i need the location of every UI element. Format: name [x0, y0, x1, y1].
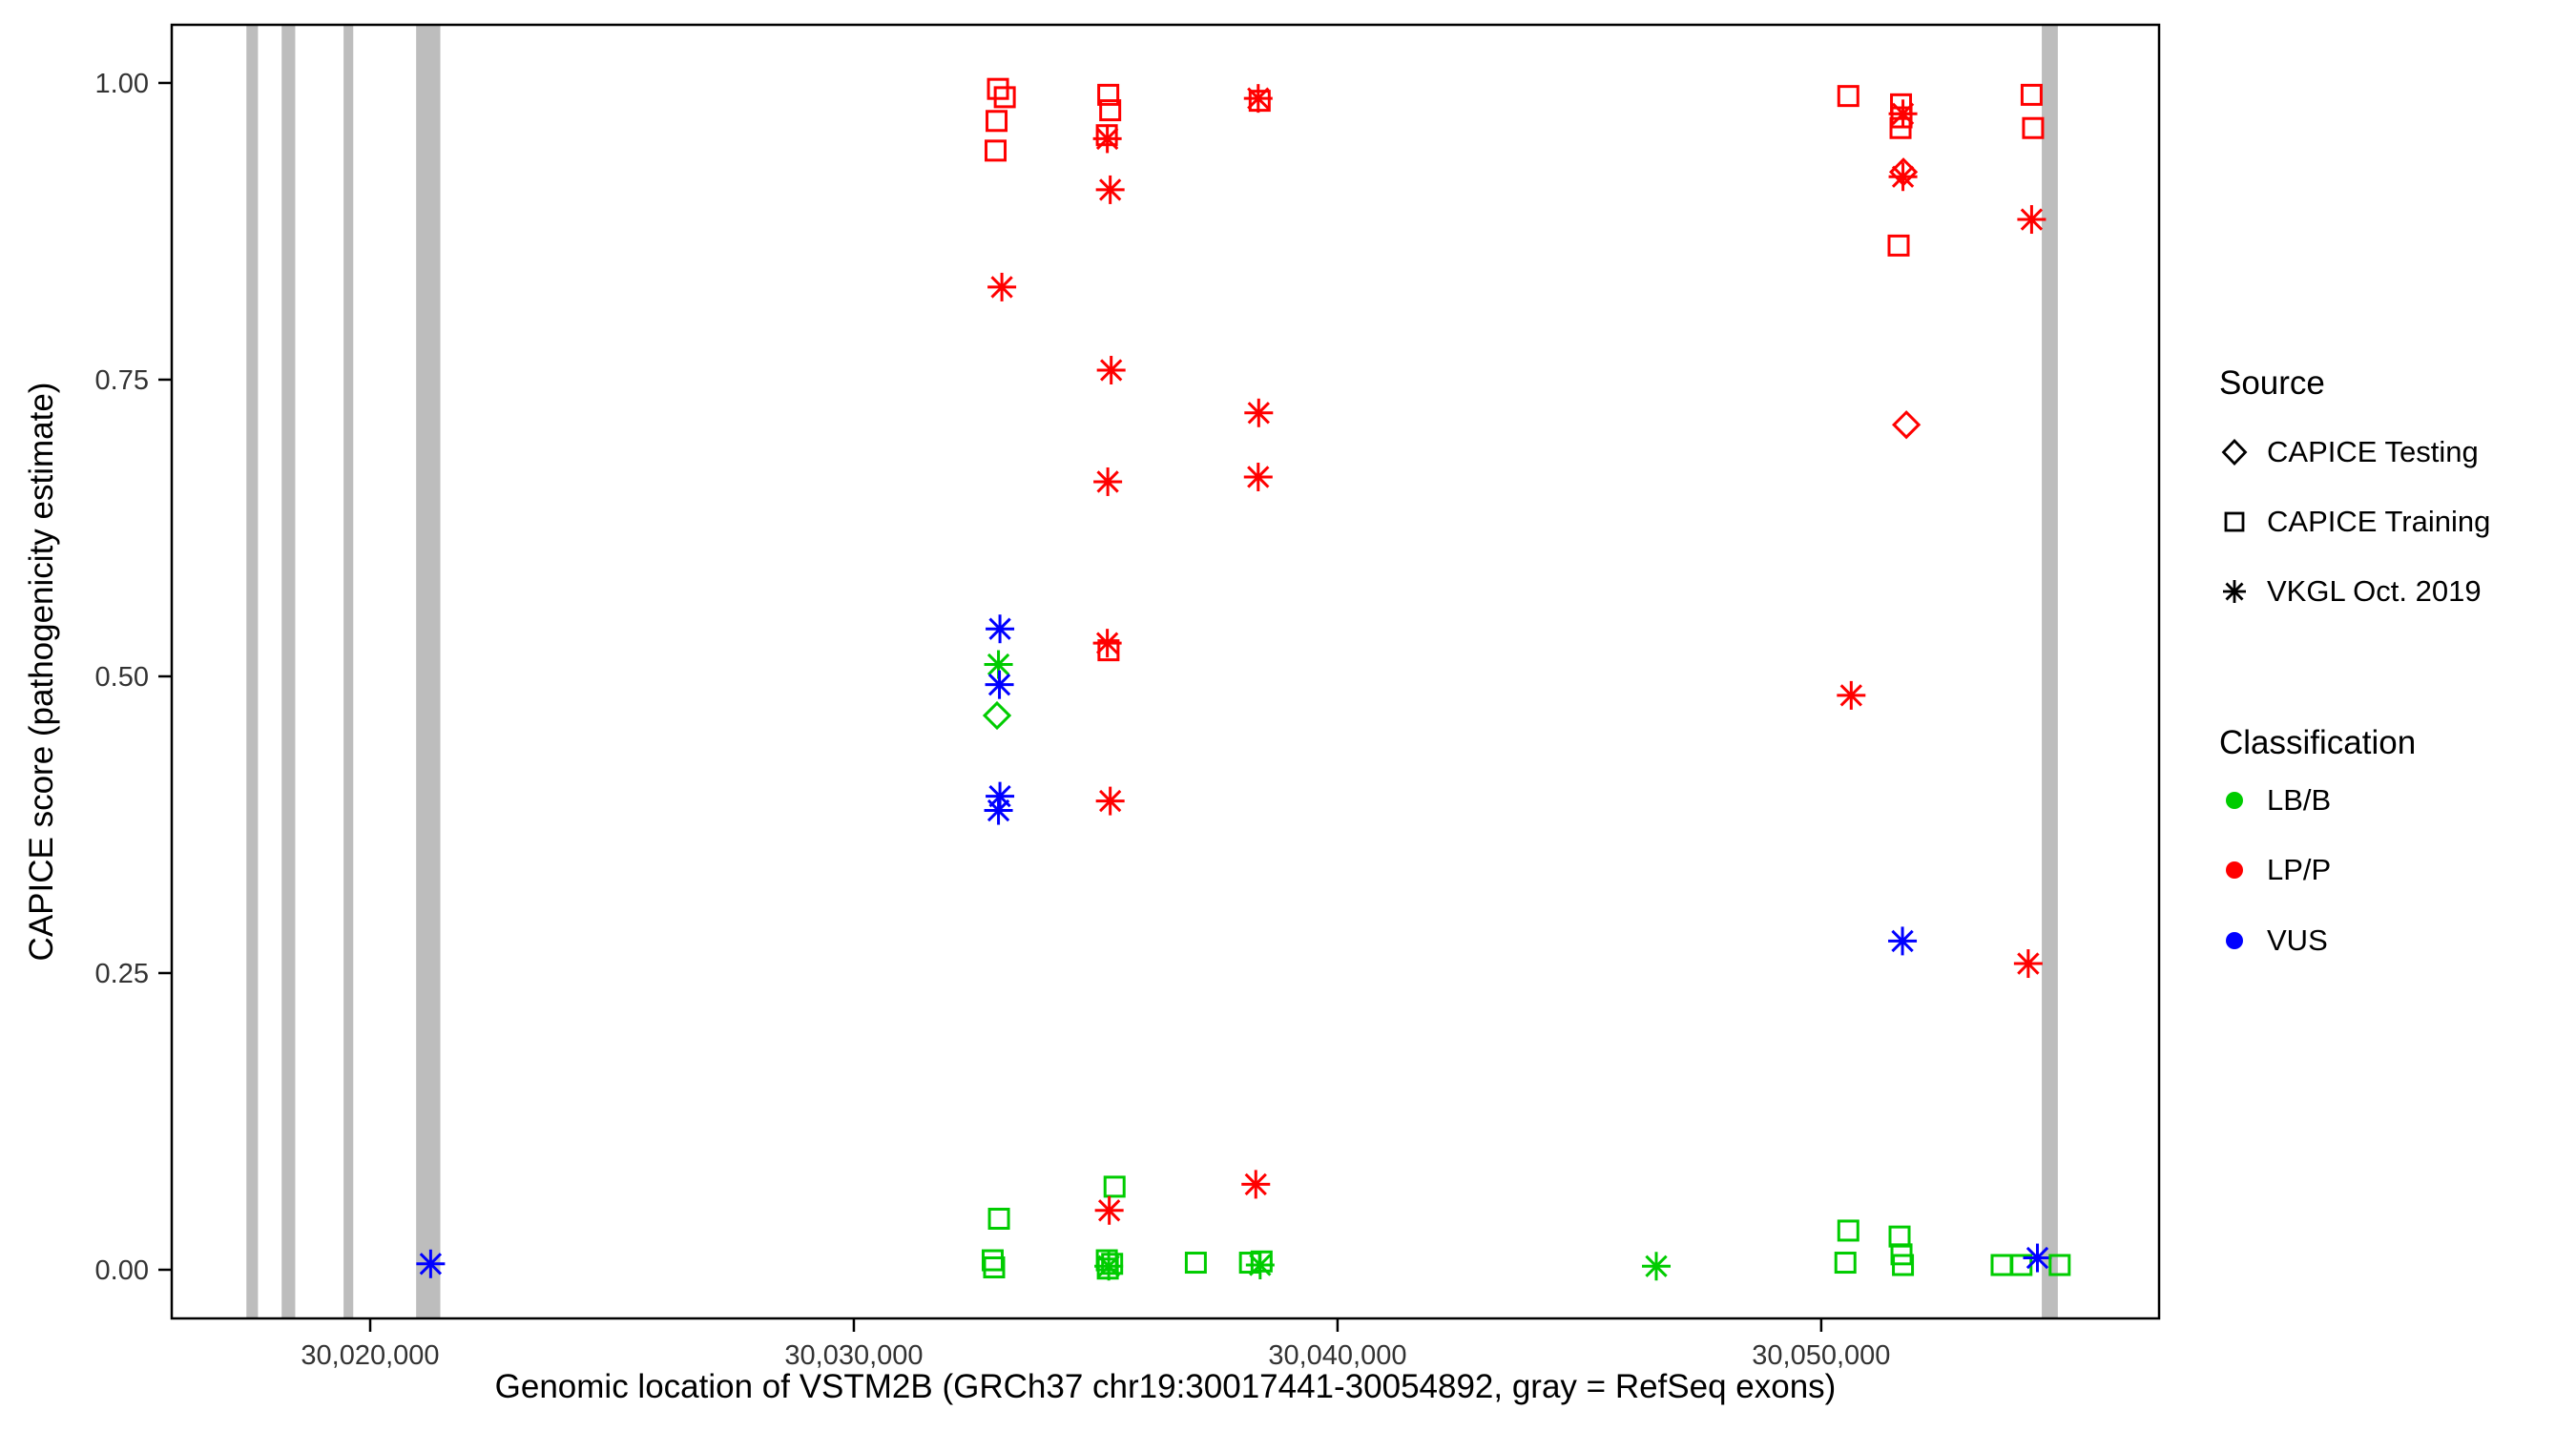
data-point [1096, 356, 1126, 385]
data-point [2020, 83, 2043, 106]
legend-item-capice-testing: CAPICE Testing [2213, 431, 2479, 473]
circle-icon [2226, 932, 2243, 949]
data-point [981, 1249, 1004, 1272]
legend-item-lpp: LP/P [2213, 849, 2331, 891]
data-point [1243, 462, 1273, 491]
asterisk-icon [2223, 580, 2246, 603]
data-point [1248, 90, 1271, 113]
data-point [1096, 1257, 1119, 1280]
data-point [2022, 116, 2045, 139]
exon-bar [281, 25, 296, 1318]
exon-bar [246, 25, 259, 1318]
square-icon [2224, 511, 2245, 532]
data-point [2023, 1243, 2052, 1273]
exon-bar [343, 25, 354, 1318]
data-point [985, 139, 1008, 162]
data-point [1101, 1253, 1124, 1275]
data-point [1097, 639, 1120, 662]
legend-item-lbb: LB/B [2213, 779, 2331, 821]
y-tick-label: 0.75 [95, 365, 149, 396]
legend-item-vus: VUS [2213, 920, 2328, 962]
legend-item-label: VKGL Oct. 2019 [2267, 574, 2482, 608]
diamond-icon [2221, 438, 2248, 467]
legend-item-vkgl: VKGL Oct. 2019 [2213, 570, 2482, 612]
y-tick-label: 1.00 [95, 69, 149, 99]
data-point [982, 700, 1012, 731]
data-point [1094, 1195, 1124, 1225]
data-point [1837, 680, 1866, 710]
data-point [1095, 786, 1125, 816]
legend-source-title: Source [2219, 364, 2325, 402]
y-tick-label: 0.50 [95, 662, 149, 693]
data-point [2013, 949, 2043, 979]
legend-classification-title: Classification [2219, 724, 2417, 761]
y-tick-label: 0.00 [95, 1255, 149, 1286]
data-point [1837, 85, 1859, 108]
data-point [987, 1208, 1010, 1231]
y-tick-label: 0.25 [95, 959, 149, 989]
data-point [987, 272, 1017, 301]
exon-bar [2042, 25, 2058, 1318]
data-point [1093, 467, 1123, 496]
data-point [1097, 83, 1120, 106]
x-tick-label: 30,020,000 [301, 1340, 439, 1371]
data-point [984, 796, 1013, 825]
data-point [986, 614, 1015, 644]
data-point [2048, 1254, 2071, 1276]
data-point [1184, 1252, 1207, 1275]
data-point [1889, 116, 1912, 139]
data-point [1099, 99, 1122, 122]
x-axis-title: Genomic location of VSTM2B (GRCh37 chr19… [494, 1368, 1837, 1405]
data-point [1092, 124, 1122, 154]
circle-icon [2226, 792, 2243, 809]
data-point [986, 110, 1008, 133]
data-point [1887, 234, 1910, 257]
x-tick-label: 30,040,000 [1268, 1340, 1406, 1371]
data-point [993, 86, 1016, 109]
data-point [1095, 175, 1125, 204]
legend-item-label: LP/P [2267, 853, 2332, 886]
legend-item-label: LB/B [2267, 783, 2332, 817]
data-point [2017, 205, 2046, 235]
data-point [416, 1249, 446, 1278]
data-point [1642, 1252, 1672, 1281]
data-point [1244, 398, 1274, 427]
data-point [1241, 1170, 1271, 1199]
panel-border [170, 23, 2161, 1320]
data-point [985, 670, 1014, 699]
data-point [1892, 1254, 1915, 1276]
circle-icon [2226, 861, 2243, 879]
legend-item-label: CAPICE Testing [2267, 435, 2479, 468]
legend-item-capice-training: CAPICE Training [2213, 501, 2490, 543]
data-point [1103, 1175, 1126, 1198]
data-point [1250, 1250, 1273, 1273]
data-point [1837, 1219, 1859, 1242]
exon-bar [416, 25, 441, 1318]
data-point [1888, 162, 1918, 192]
data-point [983, 1256, 1006, 1279]
data-point [1834, 1252, 1857, 1275]
data-point [1891, 410, 1922, 440]
data-point [1888, 926, 1918, 956]
x-tick-label: 30,050,000 [1752, 1340, 1890, 1371]
legend-item-label: VUS [2267, 923, 2328, 957]
legend-item-label: CAPICE Training [2267, 505, 2491, 538]
x-tick-label: 30,030,000 [784, 1340, 923, 1371]
